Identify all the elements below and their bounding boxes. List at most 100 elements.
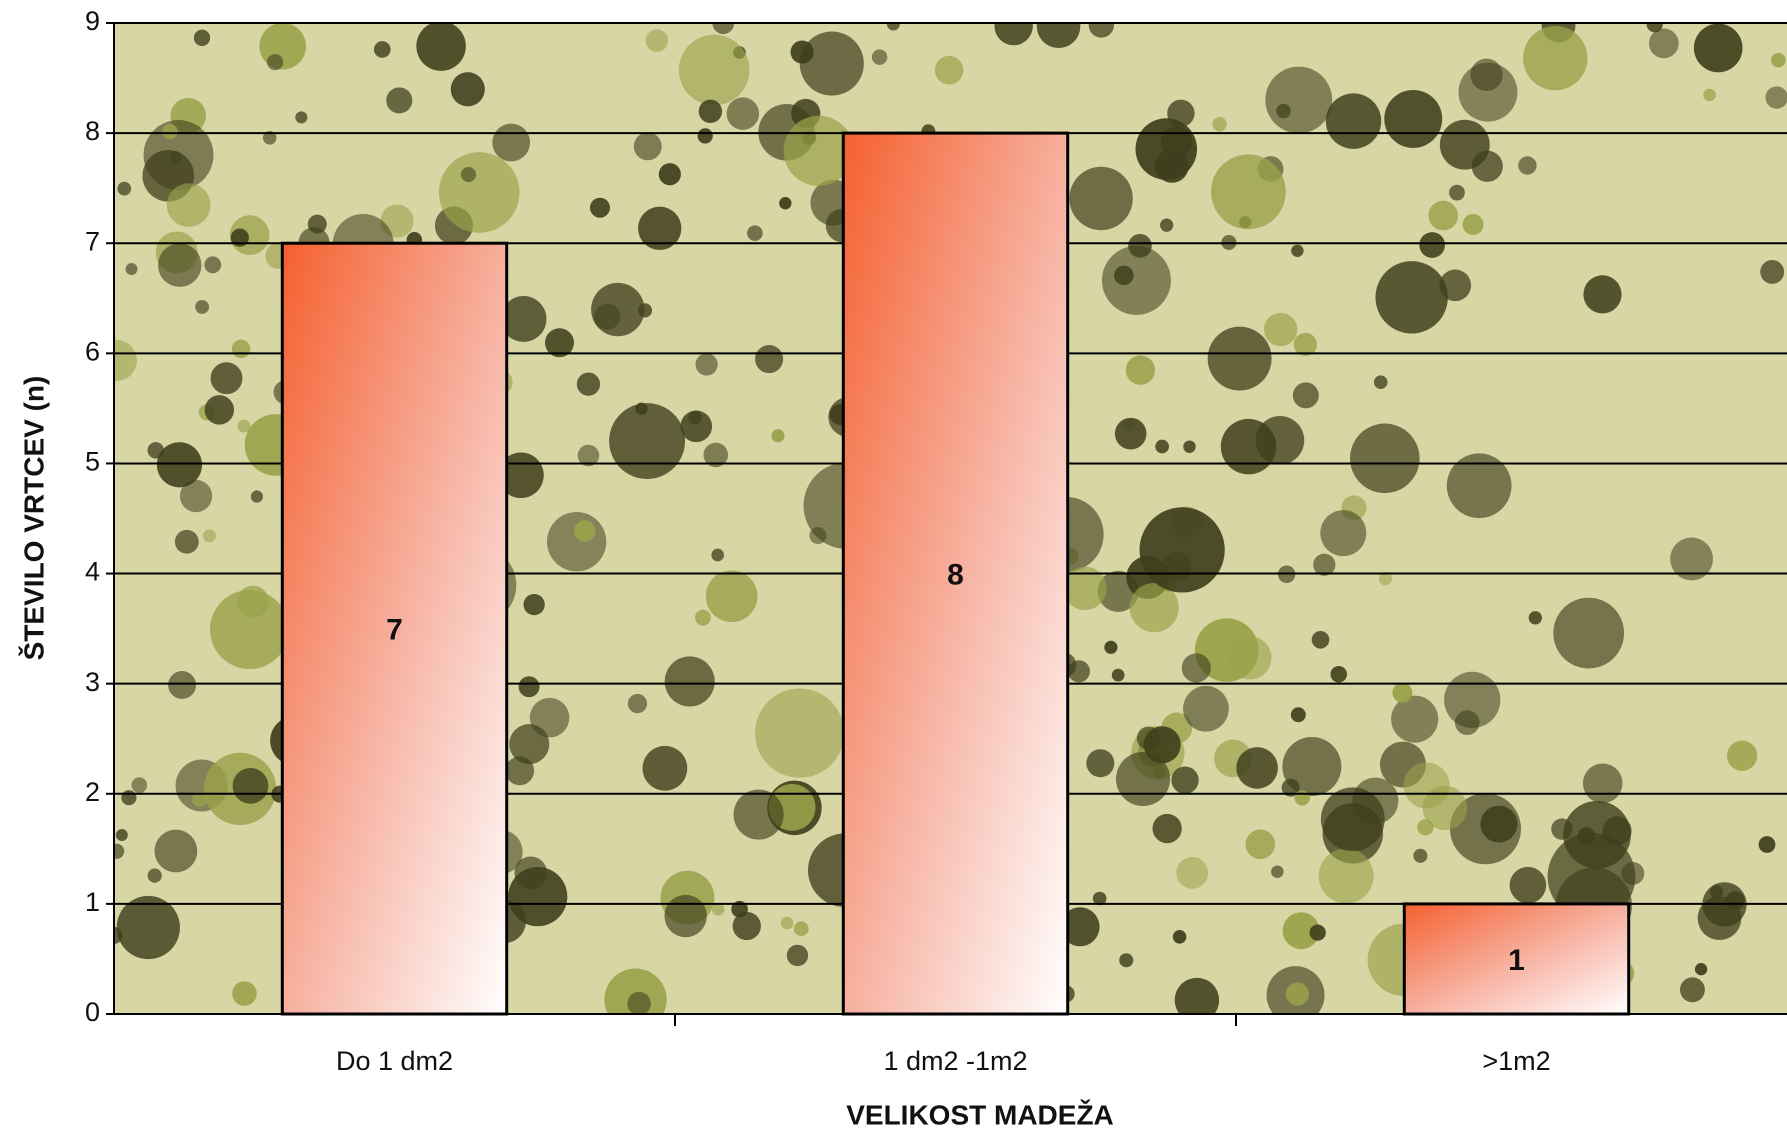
- texture-spot: [688, 411, 702, 425]
- texture-spot: [1116, 752, 1170, 806]
- texture-spot: [1265, 67, 1332, 134]
- texture-spot: [547, 512, 606, 571]
- texture-spot: [1271, 865, 1284, 878]
- texture-spot: [96, 340, 137, 381]
- texture-spot: [659, 163, 681, 185]
- texture-spot: [679, 35, 750, 106]
- texture-spot: [627, 992, 650, 1015]
- texture-spot: [1523, 26, 1587, 90]
- texture-spot: [1264, 313, 1297, 346]
- texture-spot: [577, 373, 600, 396]
- texture-spot: [154, 830, 197, 873]
- texture-spot: [574, 520, 595, 541]
- texture-spot: [1294, 790, 1310, 806]
- texture-spot: [1212, 117, 1227, 132]
- texture-spot: [508, 867, 567, 926]
- texture-spot: [1391, 696, 1438, 743]
- texture-spot: [935, 56, 964, 85]
- texture-spot: [1291, 707, 1306, 722]
- texture-spot: [168, 671, 196, 699]
- texture-spot: [451, 72, 485, 106]
- texture-spot: [664, 895, 706, 937]
- texture-spot: [461, 167, 476, 182]
- texture-spot: [1293, 382, 1319, 408]
- texture-spot: [1621, 862, 1644, 885]
- texture-spot: [416, 21, 466, 71]
- texture-spot: [1319, 848, 1374, 903]
- y-tick-label: 1: [85, 887, 100, 917]
- y-tick-label: 8: [85, 116, 100, 146]
- texture-spot: [1102, 246, 1171, 315]
- texture-spot: [1282, 737, 1341, 796]
- texture-spot: [781, 917, 794, 930]
- texture-spot: [109, 844, 124, 859]
- texture-spot: [1578, 827, 1595, 844]
- texture-spot: [755, 345, 783, 373]
- texture-spot: [1068, 660, 1090, 682]
- y-tick-label: 3: [85, 667, 100, 697]
- texture-spot: [1320, 510, 1366, 556]
- texture-spot: [232, 981, 257, 1006]
- texture-spot: [646, 29, 669, 52]
- texture-spot: [1392, 683, 1412, 703]
- texture-spot: [492, 124, 530, 162]
- texture-spot: [1374, 375, 1388, 389]
- y-tick-label: 7: [85, 226, 100, 256]
- texture-spot: [126, 263, 138, 275]
- texture-spot: [211, 362, 243, 394]
- texture-spot: [1553, 598, 1624, 669]
- texture-spot: [1459, 63, 1518, 122]
- y-tick-label: 2: [85, 777, 100, 807]
- texture-spot: [1291, 245, 1303, 257]
- texture-spot: [167, 183, 211, 227]
- texture-spot: [144, 120, 214, 190]
- texture-spot: [158, 243, 201, 286]
- texture-spot: [1126, 356, 1155, 385]
- texture-spot: [628, 694, 647, 713]
- texture-spot: [1228, 636, 1271, 679]
- texture-spot: [591, 283, 644, 336]
- page: VELIKOST MADEŽA ŠTEVILO VRTCEV (n) 01234…: [0, 0, 1787, 1135]
- texture-spot: [1375, 261, 1447, 333]
- texture-spot: [794, 921, 809, 936]
- texture-spot: [994, 7, 1032, 45]
- texture-spot: [747, 225, 763, 241]
- texture-spot: [1089, 12, 1114, 37]
- texture-spot: [505, 756, 534, 785]
- texture-spot: [1037, 4, 1081, 48]
- texture-spot: [523, 594, 544, 615]
- texture-spot: [1455, 710, 1480, 735]
- y-tick-label: 9: [85, 6, 100, 36]
- texture-spot: [203, 529, 216, 542]
- texture-spot: [251, 490, 263, 502]
- texture-spot: [779, 197, 791, 209]
- texture-spot: [162, 124, 177, 139]
- texture-spot: [1173, 930, 1187, 944]
- y-tick-label: 6: [85, 336, 100, 366]
- texture-spot: [695, 353, 717, 375]
- texture-spot: [131, 777, 147, 793]
- texture-spot: [1208, 327, 1272, 391]
- value-label: 1: [1508, 944, 1525, 977]
- texture-spot: [1603, 816, 1632, 845]
- texture-spot: [1167, 100, 1194, 127]
- texture-spot: [1472, 151, 1503, 182]
- y-tick-label: 5: [85, 447, 100, 477]
- texture-spot: [116, 829, 128, 841]
- texture-spot: [1417, 819, 1433, 835]
- texture-spot: [1419, 232, 1445, 258]
- texture-spot: [1680, 977, 1705, 1002]
- texture-spot: [1765, 86, 1787, 108]
- texture-spot: [148, 869, 162, 883]
- texture-spot: [1760, 260, 1784, 284]
- texture-spot: [1115, 418, 1147, 450]
- texture-spot: [1176, 857, 1208, 889]
- texture-spot: [1321, 787, 1385, 851]
- texture-spot: [1104, 641, 1117, 654]
- texture-spot: [1119, 953, 1133, 967]
- texture-spot: [147, 442, 164, 459]
- texture-spot: [733, 912, 761, 940]
- texture-spot: [1695, 963, 1707, 975]
- value-label: 7: [386, 614, 403, 647]
- chart: VELIKOST MADEŽA ŠTEVILO VRTCEV (n) 01234…: [0, 0, 1787, 1135]
